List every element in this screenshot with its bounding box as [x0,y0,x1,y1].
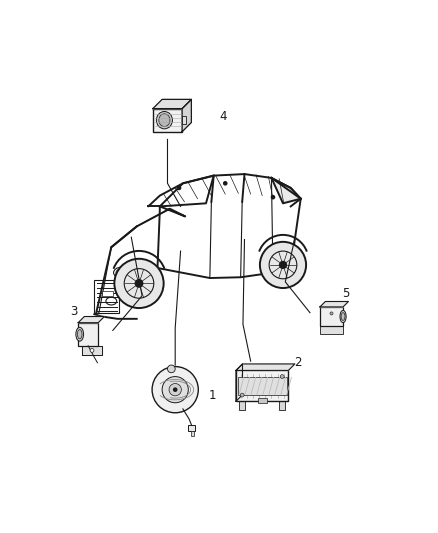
Ellipse shape [159,114,170,126]
Bar [102,291,113,296]
Bar [187,425,195,431]
Circle shape [167,365,175,373]
Text: 4: 4 [219,110,226,123]
Ellipse shape [76,327,84,341]
Text: 5: 5 [342,287,350,300]
Circle shape [114,259,164,308]
Text: 2: 2 [294,356,302,369]
Circle shape [169,384,181,396]
Bar [237,377,287,395]
FancyBboxPatch shape [153,109,182,132]
Text: 1: 1 [208,389,216,402]
Circle shape [177,185,181,190]
Ellipse shape [340,310,346,322]
Circle shape [279,261,287,269]
Circle shape [134,279,143,288]
Polygon shape [236,364,295,370]
Bar [236,370,288,401]
Circle shape [330,312,333,315]
Bar [182,116,186,124]
Bar [78,322,98,346]
Polygon shape [236,364,243,401]
Circle shape [223,181,228,185]
Polygon shape [272,178,301,203]
Bar [320,326,343,334]
Polygon shape [182,99,191,132]
Polygon shape [153,99,191,109]
Circle shape [280,375,284,378]
Polygon shape [320,302,349,307]
Bar [94,280,119,313]
Polygon shape [82,346,102,355]
Circle shape [162,377,188,403]
Bar [191,431,194,436]
Circle shape [152,367,198,413]
Circle shape [173,387,177,392]
Bar [320,307,343,326]
Bar [258,398,267,403]
Ellipse shape [341,313,345,320]
Circle shape [271,195,276,199]
Ellipse shape [78,329,82,339]
Text: 3: 3 [70,305,77,318]
Circle shape [90,349,94,352]
Bar [239,401,245,410]
Polygon shape [78,317,104,322]
Circle shape [240,393,244,397]
Ellipse shape [156,111,173,129]
Bar [279,401,285,410]
Circle shape [260,242,306,288]
